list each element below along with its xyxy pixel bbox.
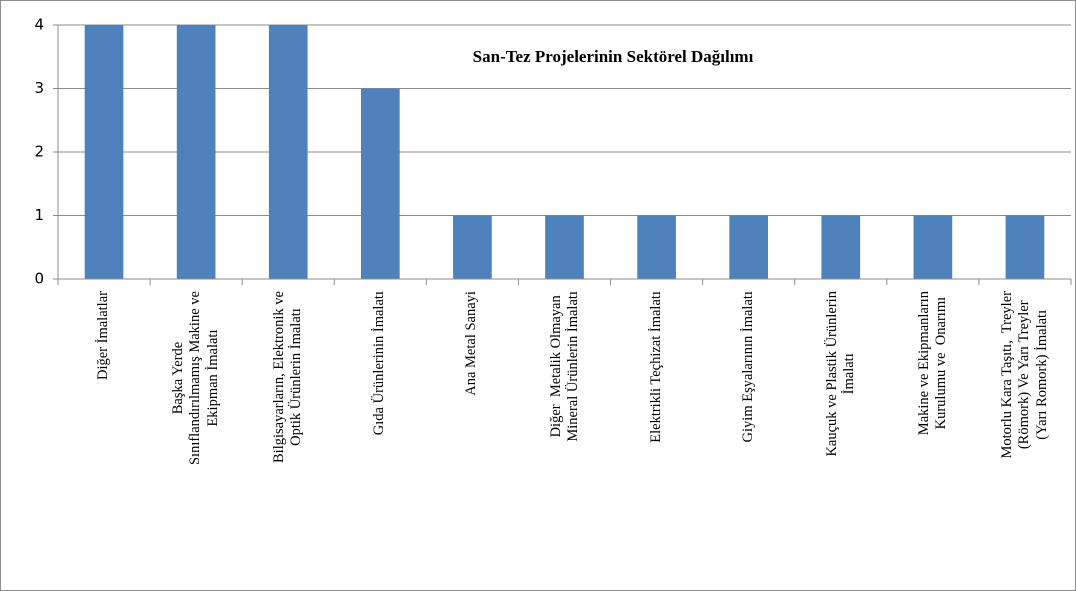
bar <box>360 88 400 279</box>
x-tick-label: Makine ve Ekipmanların Kurulumu ve Onarı… <box>915 290 949 436</box>
chart-title: San-Tez Projelerinin Sektörel Dağılımı <box>473 47 754 66</box>
y-tick-label: 0 <box>34 270 44 288</box>
y-tick-label: 3 <box>34 79 44 97</box>
x-tick-label: Diğer İmalatlar <box>95 290 112 380</box>
x-tick-label: Bilgisayarların, Elektronik ve Optik Ürü… <box>270 290 305 463</box>
x-tick-label-box: Ana Metal Sanayi <box>426 290 518 590</box>
x-tick-label: Motorlu Kara Taşıtı, Treyler (Römork) Ve… <box>998 290 1050 459</box>
bar <box>729 215 769 279</box>
bar <box>268 25 308 279</box>
x-tick-label: Giyim Eşyalarının İmalatı <box>739 290 756 443</box>
x-tick-label-box: Makine ve Ekipmanların Kurulumu ve Onarı… <box>887 290 979 590</box>
bar <box>1005 215 1045 279</box>
bar <box>176 25 216 279</box>
y-tick-label: 1 <box>34 206 44 224</box>
y-tick-label: 2 <box>34 143 44 161</box>
bar <box>821 215 861 279</box>
x-tick-label-box: Kauçuk ve Plastik Ürünlerin İmalatı <box>795 290 887 590</box>
x-tick-label: Ana Metal Sanayi <box>463 290 480 396</box>
x-tick-label: Elektrikli Teçhizat İmalatı <box>647 290 664 443</box>
x-tick-label-box: Elektrikli Teçhizat İmalatı <box>611 290 703 590</box>
x-tick-label: Gıda Ürünlerinin İmalatı <box>371 290 388 436</box>
bar <box>84 25 124 279</box>
x-tick-label-box: Diğer Metalik Olmayan Mineral Ürünlerin … <box>518 290 610 590</box>
x-tick-label-box: Motorlu Kara Taşıtı, Treyler (Römork) Ve… <box>979 290 1071 590</box>
bar <box>545 215 584 279</box>
x-tick-label-box: Bilgisayarların, Elektronik ve Optik Ürü… <box>242 290 334 590</box>
x-tick-label-box: Başka Yerde Sınıflandırılmamış Makine ve… <box>150 290 242 590</box>
x-tick-label-box: Gıda Ürünlerinin İmalatı <box>334 290 426 590</box>
bar <box>913 215 953 279</box>
x-tick-label: Başka Yerde Sınıflandırılmamış Makine ve… <box>170 290 221 465</box>
x-tick-label-box: Diğer İmalatlar <box>58 290 150 590</box>
x-tick-label: Diğer Metalik Olmayan Mineral Ürünlerin … <box>547 290 581 442</box>
x-tick-label: Kauçuk ve Plastik Ürünlerin İmalatı <box>823 290 857 457</box>
bar <box>637 215 676 279</box>
x-tick-label-box: Giyim Eşyalarının İmalatı <box>703 290 795 590</box>
bar <box>453 215 492 279</box>
y-tick-label: 4 <box>34 16 44 34</box>
